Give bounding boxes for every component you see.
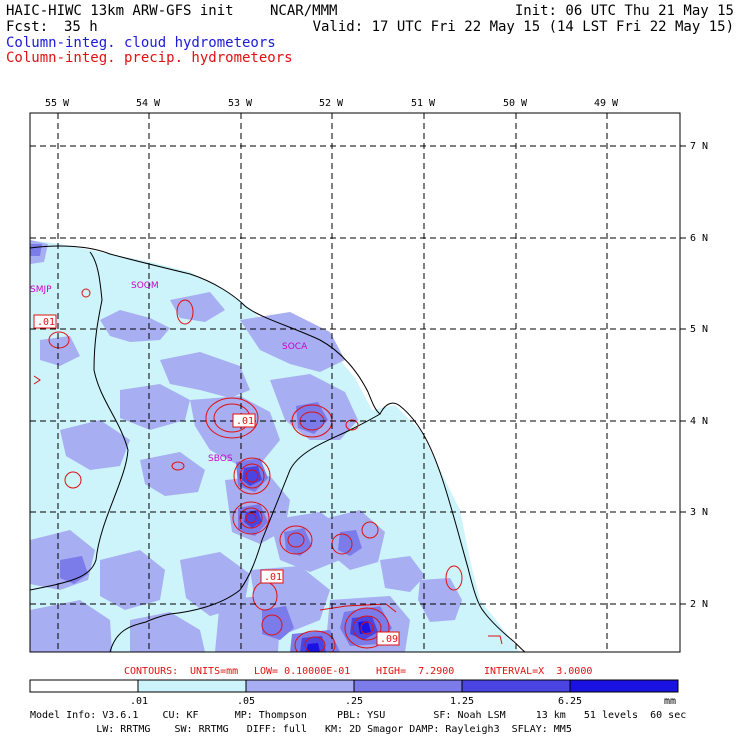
model-title: HAIC-HIWC 13km ARW-GFS init: [6, 3, 234, 19]
fcst-value: 35 h: [64, 19, 98, 35]
field-precip-title: Column-integ. precip. hydrometeors: [6, 50, 293, 66]
contour-box-label: .01: [37, 317, 55, 328]
lon-label: 52 W: [319, 98, 344, 109]
legend-label: .05: [237, 696, 256, 707]
model-info-line2: LW: RRTMG SW: RRTMG DIFF: full KM: 2D Sm…: [30, 724, 572, 735]
lon-label: 50 W: [503, 98, 528, 109]
lon-label: 55 W: [45, 98, 70, 109]
lat-label: 7 N: [690, 141, 709, 152]
lon-label: 49 W: [594, 98, 619, 109]
legend-label: 1.25: [450, 696, 475, 707]
map-frame: [29, 112, 681, 653]
fcst-label: Fcst:: [6, 19, 49, 35]
lon-label: 53 W: [228, 98, 253, 109]
model-info-line1: Model Info: V3.6.1 CU: KF MP: Thompson P…: [30, 710, 687, 721]
contour-box-label: .09: [380, 634, 398, 645]
legend-label: 6.25: [558, 696, 583, 707]
lat-label: 3 N: [690, 507, 709, 518]
lon-label: 51 W: [411, 98, 436, 109]
legend-unit: mm: [664, 696, 677, 707]
contour-box-label: .01: [236, 416, 254, 427]
field-cloud-title: Column-integ. cloud hydrometeors: [6, 35, 276, 51]
station-label: SOCA: [282, 342, 308, 352]
contour-box-label: .01: [264, 572, 282, 583]
contours-interval: INTERVAL=X 3.0000: [484, 666, 593, 677]
contours-units: UNITS=mm: [190, 666, 239, 677]
init-time: Init: 06 UTC Thu 21 May 15: [514, 3, 734, 19]
legend-label: .25: [345, 696, 364, 707]
station-label: SBOS: [208, 454, 233, 464]
valid-time: Valid: 17 UTC Fri 22 May 15 (14 LST Fri …: [312, 19, 734, 35]
lat-label: 2 N: [690, 599, 709, 610]
center-label: NCAR/MMM: [270, 3, 338, 19]
cloud-field: [30, 113, 680, 652]
contours-label: CONTOURS:: [124, 666, 179, 677]
legend-label: .01: [130, 696, 149, 707]
lat-label: 4 N: [690, 416, 709, 427]
contours-high: HIGH= 7.2900: [376, 666, 455, 677]
lat-label: 5 N: [690, 324, 709, 335]
lat-label: 6 N: [690, 233, 709, 244]
contours-low: LOW= 0.10000E-01: [254, 666, 351, 677]
station-label: SMJP: [30, 285, 52, 295]
lon-label: 54 W: [136, 98, 161, 109]
station-label: SOOM: [131, 281, 159, 291]
